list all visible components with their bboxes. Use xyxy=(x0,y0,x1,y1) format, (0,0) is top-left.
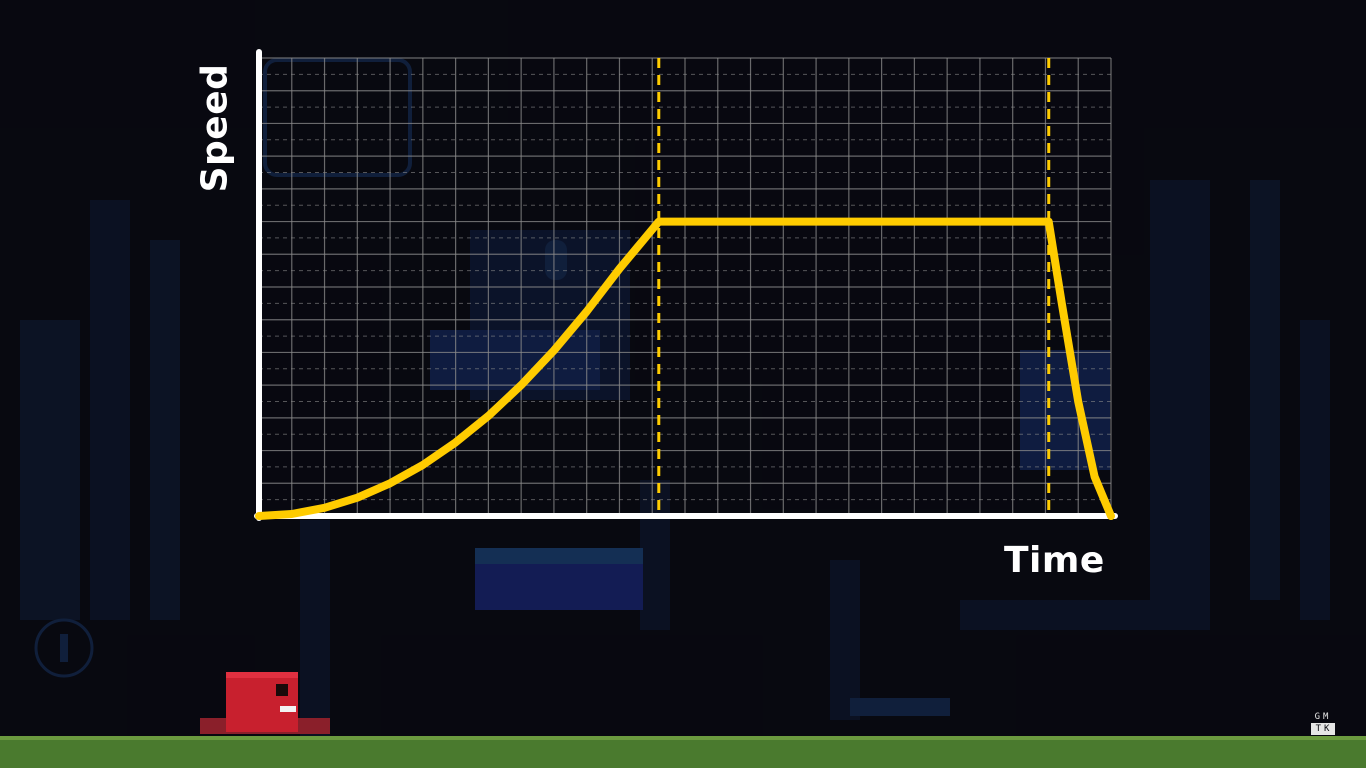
logo-line-1: GM xyxy=(1314,712,1332,722)
speed-curve-layer xyxy=(255,217,1115,520)
y-axis-label: Speed xyxy=(194,63,236,193)
x-axis-label: Time xyxy=(1004,540,1105,581)
ground xyxy=(0,736,1366,768)
gmtk-logo: GM TK xyxy=(1311,711,1335,735)
logo-line-2: TK xyxy=(1311,723,1335,735)
player-character xyxy=(200,672,330,734)
speed-curve xyxy=(255,217,1115,520)
chart-axes xyxy=(254,49,1118,521)
phase-markers xyxy=(657,58,1051,516)
